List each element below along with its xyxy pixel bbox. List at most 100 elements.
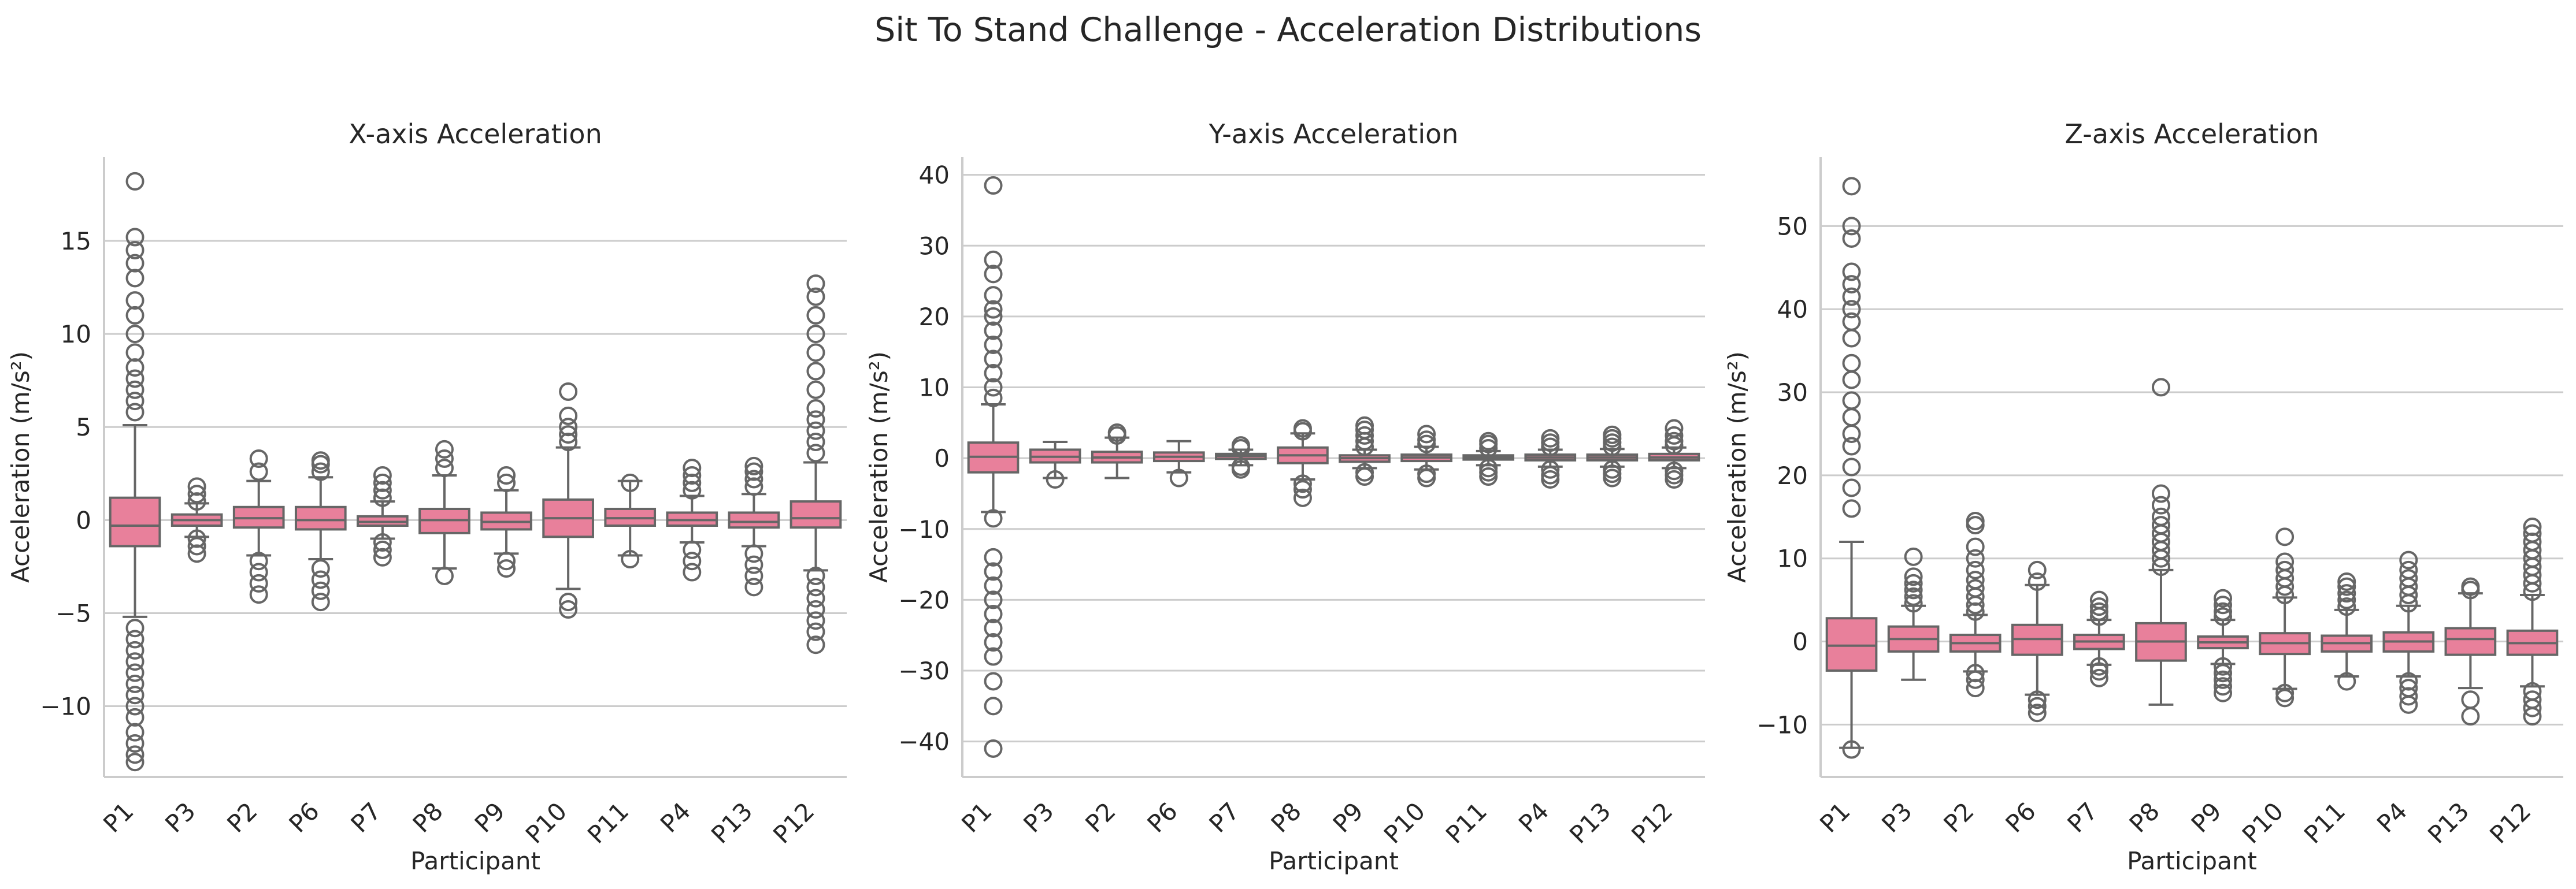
outlier-point (744, 477, 763, 496)
outlier-point (1541, 466, 1560, 485)
x-tick-label: P3 (160, 797, 201, 838)
outlier-point (806, 635, 825, 654)
x-tick-label: P9 (1328, 797, 1369, 838)
outlier-point (1293, 488, 1312, 507)
x-tick-label: P12 (768, 797, 820, 849)
box-P4 (2382, 550, 2435, 714)
outlier-point (984, 388, 1003, 407)
box-P9 (2197, 589, 2249, 702)
outlier-point (497, 552, 516, 571)
x-tick-label: P11 (1440, 797, 1492, 849)
outlier-point (1541, 429, 1560, 448)
x-tick-label: P4 (2371, 797, 2412, 838)
y-tick-label: 10 (919, 374, 950, 402)
outlier-point (2523, 690, 2542, 709)
outlier-point (984, 590, 1003, 609)
box-P9 (1339, 416, 1391, 486)
outlier-point (2399, 560, 2418, 579)
outlier-point (2337, 590, 2356, 609)
y-tick-label: 30 (1777, 378, 1808, 407)
outlier-point (1665, 426, 1684, 445)
y-tick-label: 5 (76, 413, 91, 441)
outlier-point (2089, 657, 2108, 676)
outlier-point (1231, 457, 1250, 476)
y-tick-label: −5 (55, 599, 91, 627)
outlier-point (187, 477, 206, 496)
outlier-point (1904, 581, 1923, 600)
outlier-point (984, 576, 1003, 595)
outlier-point (1966, 549, 1985, 568)
outlier-point (125, 380, 144, 399)
outlier-point (311, 462, 330, 481)
outlier-point (125, 228, 144, 247)
outlier-point (1842, 275, 1861, 294)
outlier-point (187, 485, 206, 504)
box-P10 (1400, 425, 1452, 488)
panel-title: Y-axis Acceleration (1209, 118, 1459, 150)
outlier-point (559, 593, 578, 612)
outlier-point (1355, 463, 1374, 482)
outlier-point (2214, 602, 2233, 621)
outlier-point (1842, 437, 1861, 456)
outlier-point (2275, 683, 2295, 702)
outlier-point (435, 440, 454, 459)
outlier-point (373, 473, 392, 492)
outlier-point (249, 552, 268, 571)
outlier-point (806, 410, 825, 429)
outlier-point (559, 418, 578, 437)
box-iqr (1825, 617, 1878, 672)
outlier-point (373, 533, 392, 552)
outlier-point (1904, 547, 1923, 566)
outlier-point (984, 739, 1003, 758)
outlier-point (984, 307, 1003, 326)
outlier-point (621, 473, 640, 492)
box-P2 (232, 449, 285, 604)
x-tick-label: P2 (1080, 797, 1121, 838)
outlier-point (744, 456, 763, 475)
outlier-point (806, 611, 825, 630)
outlier-point (984, 176, 1003, 195)
outlier-point (683, 459, 702, 478)
outlier-point (373, 488, 392, 507)
outlier-point (311, 559, 330, 578)
outlier-point (2214, 607, 2233, 626)
x-tick-label: P6 (1141, 797, 1183, 838)
outlier-point (2399, 569, 2418, 588)
y-tick-label: 30 (919, 232, 950, 260)
outlier-point (249, 462, 268, 481)
x-tick-label: P6 (2000, 797, 2041, 838)
box-P1 (1825, 177, 1878, 759)
outlier-point (2275, 689, 2295, 708)
y-tick-label: 10 (1777, 545, 1808, 573)
panel-title: X-axis Acceleration (349, 118, 602, 150)
outlier-point (683, 473, 702, 492)
box-iqr (109, 496, 161, 548)
outlier-point (125, 369, 144, 388)
outlier-point (125, 254, 144, 273)
box-P6 (1152, 440, 1205, 488)
outlier-point (744, 567, 763, 585)
outlier-point (984, 250, 1003, 269)
outlier-point (435, 567, 454, 585)
outlier-point (1842, 262, 1861, 281)
x-axis-label: Participant (410, 847, 540, 875)
box-P7 (2073, 590, 2125, 687)
box-P8 (1277, 419, 1329, 507)
outlier-point (1665, 462, 1684, 481)
outlier-point (2337, 572, 2356, 591)
y-axis-label: Acceleration (m/s²) (6, 351, 35, 583)
y-tick-label: −10 (898, 515, 950, 544)
y-tick-label: 10 (61, 320, 91, 348)
outlier-point (2028, 560, 2047, 579)
outlier-point (125, 697, 144, 716)
outlier-point (2275, 552, 2295, 571)
outlier-point (1966, 571, 1985, 590)
outlier-point (187, 537, 206, 556)
panel-title: Z-axis Acceleration (2065, 118, 2319, 150)
outlier-point (806, 362, 825, 381)
outlier-point (2214, 596, 2233, 615)
outlier-point (2523, 532, 2542, 551)
outlier-point (984, 647, 1003, 666)
